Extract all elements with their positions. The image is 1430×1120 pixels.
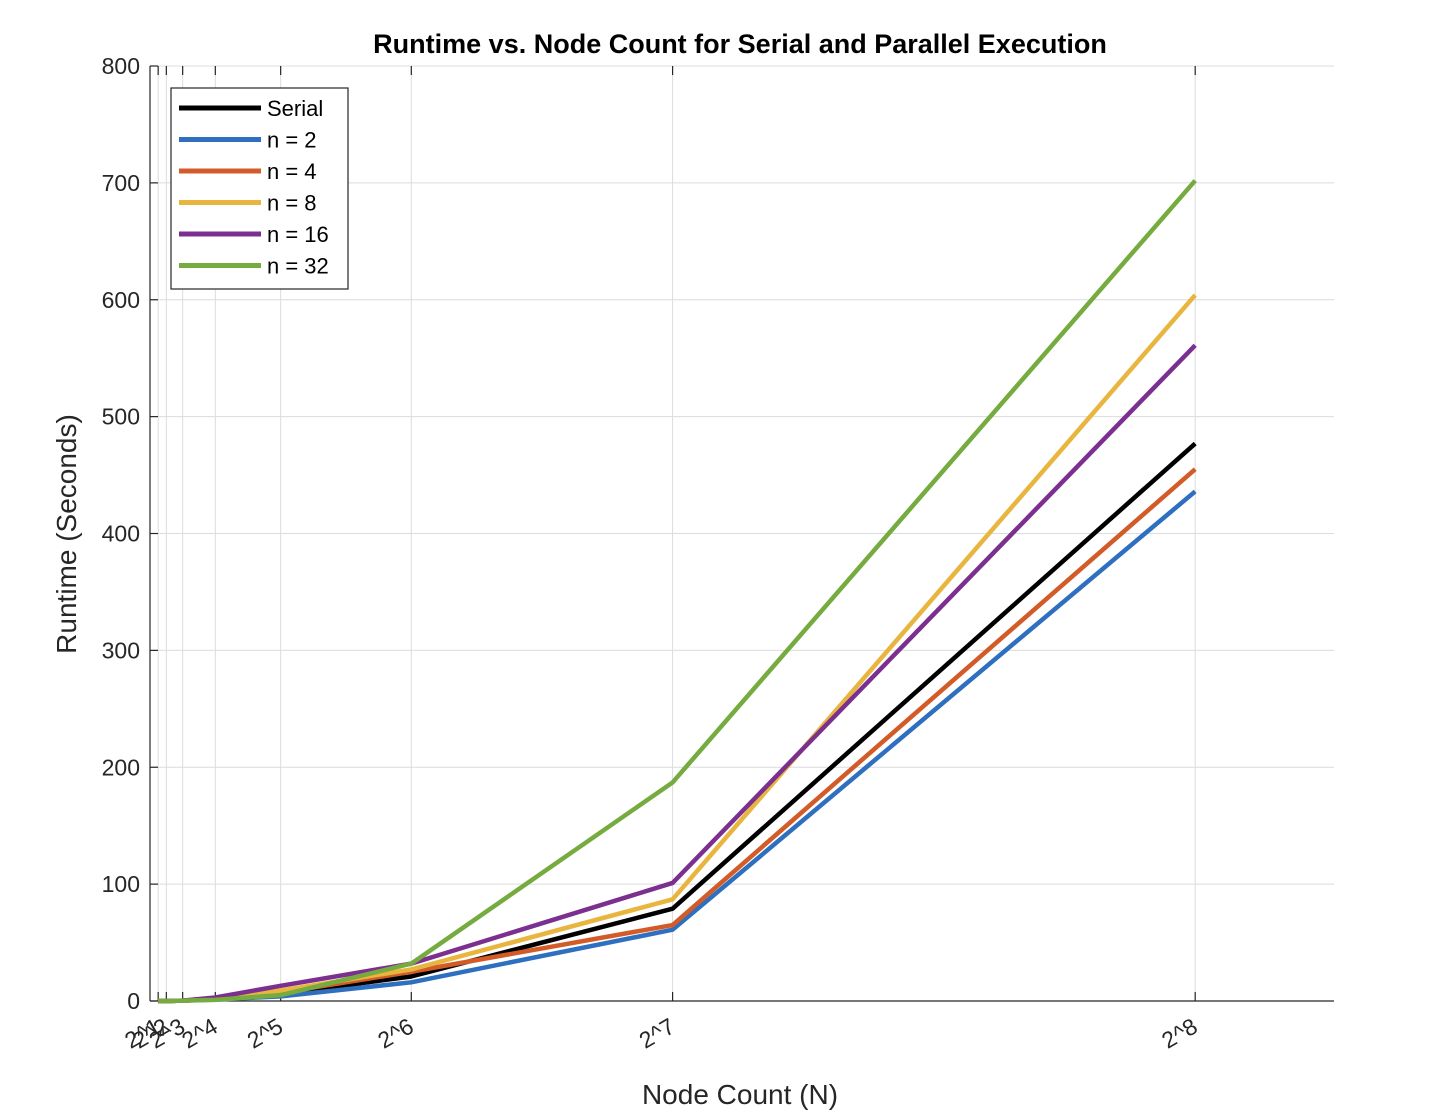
series-line-2 (158, 467, 1197, 1004)
legend-entry-label: n = 4 (267, 159, 317, 184)
x-tick-label: 2^8 (1157, 1013, 1202, 1054)
legend-box (170, 87, 349, 290)
y-tick-label: 0 (127, 988, 140, 1014)
legend-entry-label: n = 16 (267, 222, 329, 247)
y-tick-label: 800 (102, 53, 140, 79)
legend: Serial n = 2 n = 4 n = 8 n = 16 n = 32 (170, 87, 349, 290)
axes (149, 65, 1334, 1002)
series-line-5 (158, 179, 1197, 1004)
legend-entry-label: Serial (267, 96, 323, 121)
series-line-1 (158, 489, 1197, 1004)
y-tick-label: 300 (102, 637, 140, 663)
y-tick-label: 700 (102, 170, 140, 196)
y-tick-label: 600 (102, 287, 140, 313)
x-tick-label: 2^4 (177, 1013, 222, 1054)
series-lines (158, 179, 1197, 1004)
x-tick-label: 2^5 (243, 1013, 288, 1054)
y-tick-label: 500 (102, 404, 140, 430)
legend-entry-label: n = 8 (267, 191, 317, 216)
x-tick-label: 2^7 (635, 1013, 680, 1054)
chart-title: Runtime vs. Node Count for Serial and Pa… (373, 29, 1107, 59)
y-tick-label: 100 (102, 871, 140, 897)
x-axis-label: Node Count (N) (642, 1079, 838, 1110)
legend-entry-label: n = 2 (267, 128, 317, 153)
y-tick-label: 400 (102, 521, 140, 547)
y-tick-label: 200 (102, 754, 140, 780)
x-tick-label: 2^6 (373, 1013, 418, 1054)
legend-entry-label: n = 32 (267, 254, 329, 279)
y-axis-label: Runtime (Seconds) (51, 414, 82, 654)
series-line-0 (158, 441, 1197, 1004)
series-line-3 (158, 293, 1197, 1004)
